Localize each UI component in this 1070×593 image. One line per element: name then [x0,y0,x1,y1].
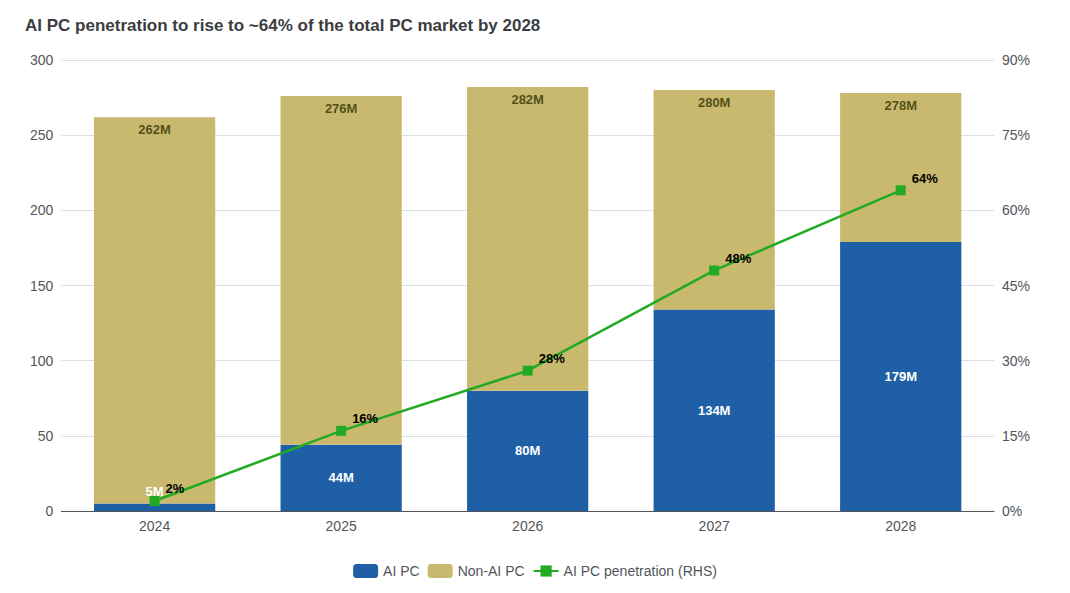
svg-text:2025: 2025 [326,518,357,534]
svg-text:44M: 44M [328,470,353,485]
svg-text:179M: 179M [884,369,917,384]
svg-text:15%: 15% [1002,428,1030,444]
svg-text:60%: 60% [1002,202,1030,218]
svg-text:278M: 278M [884,98,917,113]
svg-text:280M: 280M [698,95,731,110]
svg-text:75%: 75% [1002,127,1030,143]
svg-text:250: 250 [30,127,54,143]
svg-text:150: 150 [30,278,54,294]
svg-text:30%: 30% [1002,353,1030,369]
svg-text:64%: 64% [912,171,938,186]
svg-text:80M: 80M [515,443,540,458]
svg-text:2026: 2026 [512,518,543,534]
svg-text:48%: 48% [725,251,751,266]
svg-text:276M: 276M [325,101,358,116]
svg-text:2027: 2027 [699,518,730,534]
svg-text:Non-AI PC: Non-AI PC [458,563,525,579]
svg-text:282M: 282M [511,92,544,107]
svg-text:90%: 90% [1002,52,1030,68]
svg-text:50: 50 [38,428,54,444]
svg-text:2024: 2024 [139,518,170,534]
svg-text:2%: 2% [166,481,185,496]
svg-text:300: 300 [30,52,54,68]
svg-text:AI PC penetration to rise to ~: AI PC penetration to rise to ~64% of the… [25,16,540,35]
svg-text:134M: 134M [698,403,731,418]
svg-text:0: 0 [46,503,54,519]
svg-text:AI PC penetration (RHS): AI PC penetration (RHS) [564,563,717,579]
svg-text:45%: 45% [1002,278,1030,294]
svg-text:28%: 28% [539,351,565,366]
svg-text:100: 100 [30,353,54,369]
svg-text:262M: 262M [138,122,171,137]
svg-text:2028: 2028 [885,518,916,534]
svg-text:200: 200 [30,202,54,218]
svg-text:AI PC: AI PC [383,563,420,579]
svg-text:5M: 5M [145,484,164,500]
svg-text:16%: 16% [352,411,378,426]
svg-text:0%: 0% [1002,503,1022,519]
